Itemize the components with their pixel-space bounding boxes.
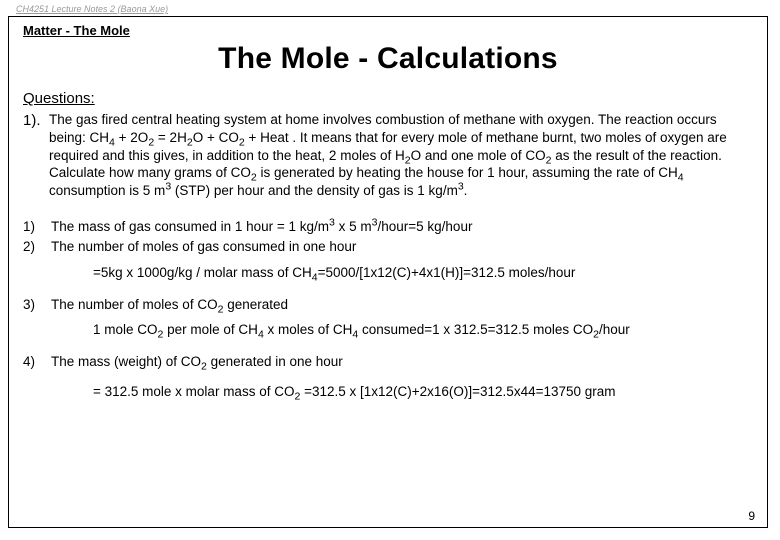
step-number: 1) bbox=[23, 218, 51, 236]
solution-steps: 1) The mass of gas consumed in 1 hour = … bbox=[23, 218, 753, 401]
slide-page: CH4251 Lecture Notes 2 (Baona Xue) Matte… bbox=[0, 0, 780, 540]
t: per mole of CH bbox=[163, 322, 258, 337]
step-3-equation: 1 mole CO2 per mole of CH4 x moles of CH… bbox=[93, 321, 753, 339]
q1-text: is generated by heating the house for 1 … bbox=[257, 165, 678, 180]
step-2: 2) The number of moles of gas consumed i… bbox=[23, 238, 753, 256]
t: generated in one hour bbox=[207, 354, 343, 369]
step-text: The mass (weight) of CO2 generated in on… bbox=[51, 353, 753, 371]
t: /hour bbox=[599, 322, 630, 337]
t: generated bbox=[223, 297, 288, 312]
q1-text: consumption is 5 m bbox=[49, 183, 165, 198]
q1-text: (STP) per hour and the density of gas is… bbox=[171, 183, 458, 198]
page-title: The Mole - Calculations bbox=[23, 42, 753, 76]
step-text: The mass of gas consumed in 1 hour = 1 k… bbox=[51, 218, 753, 236]
t: =312.5 x [1x12(C)+2x16(O)]=312.5x44=1375… bbox=[300, 384, 615, 399]
step-4: 4) The mass (weight) of CO2 generated in… bbox=[23, 353, 753, 371]
step-1: 1) The mass of gas consumed in 1 hour = … bbox=[23, 218, 753, 236]
t: =5kg x 1000g/kg / molar mass of CH bbox=[93, 265, 312, 280]
question-1: 1). The gas fired central heating system… bbox=[23, 111, 753, 200]
t: The mass (weight) of CO bbox=[51, 354, 201, 369]
questions-heading: Questions: bbox=[23, 90, 753, 107]
page-number: 9 bbox=[748, 509, 755, 523]
t: = 312.5 mole x molar mass of CO bbox=[93, 384, 294, 399]
step-text: The number of moles of gas consumed in o… bbox=[51, 238, 753, 256]
t: x 5 m bbox=[335, 219, 372, 234]
q1-text: O + CO bbox=[193, 130, 239, 145]
t: =5000/[1x12(C)+4x1(H)]=312.5 moles/hour bbox=[318, 265, 576, 280]
t: 1 mole CO bbox=[93, 322, 158, 337]
step-number: 4) bbox=[23, 353, 51, 371]
q1-text: + 2O bbox=[115, 130, 148, 145]
step-number: 2) bbox=[23, 238, 51, 256]
t: x moles of CH bbox=[264, 322, 353, 337]
step-4-equation: = 312.5 mole x molar mass of CO2 =312.5 … bbox=[93, 383, 753, 401]
step-number: 3) bbox=[23, 296, 51, 314]
t: consumed=1 x 312.5=312.5 moles CO bbox=[358, 322, 593, 337]
t: The number of moles of CO bbox=[51, 297, 218, 312]
t: The mass of gas consumed in 1 hour = 1 k… bbox=[51, 219, 329, 234]
sub: 4 bbox=[678, 172, 684, 184]
q1-text: . bbox=[464, 183, 468, 198]
content-frame: Matter - The Mole The Mole - Calculation… bbox=[8, 16, 768, 528]
header-note: CH4251 Lecture Notes 2 (Baona Xue) bbox=[16, 4, 772, 14]
question-number: 1). bbox=[23, 111, 49, 200]
step-2-equation: =5kg x 1000g/kg / molar mass of CH4=5000… bbox=[93, 264, 753, 282]
section-heading: Matter - The Mole bbox=[23, 23, 753, 38]
question-body: The gas fired central heating system at … bbox=[49, 111, 753, 200]
step-3: 3) The number of moles of CO2 generated bbox=[23, 296, 753, 314]
q1-text: = 2H bbox=[154, 130, 187, 145]
q1-text: O and one mole of CO bbox=[411, 148, 546, 163]
t: /hour=5 kg/hour bbox=[378, 219, 473, 234]
step-text: The number of moles of CO2 generated bbox=[51, 296, 753, 314]
